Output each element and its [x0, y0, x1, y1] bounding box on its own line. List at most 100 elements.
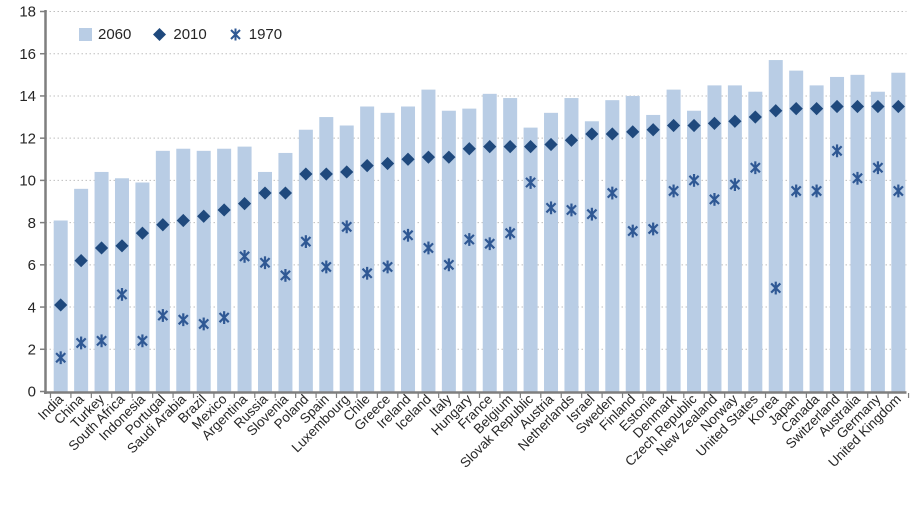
- asterisk-Norway: [729, 178, 741, 192]
- axes: [40, 10, 910, 398]
- asterisk-Estonia: [647, 222, 659, 236]
- asterisk-Saudi Arabia: [177, 313, 189, 327]
- asterisk-Sweden: [606, 186, 618, 200]
- diamond-Ireland: [401, 152, 415, 166]
- asterisk-Slovak Republic: [525, 176, 536, 189]
- asterisk-New Zealand: [709, 192, 720, 206]
- asterisk-Japan: [790, 184, 802, 198]
- asterisk-Belgium: [504, 226, 516, 240]
- diamond-Switzerland: [830, 99, 844, 114]
- bar-Czech Republic: [687, 110, 702, 392]
- bar-Brazil: [196, 150, 211, 392]
- diamond-Japan: [789, 102, 803, 116]
- legend-item-2060: 2060: [79, 26, 131, 43]
- asterisk-Denmark: [668, 184, 679, 198]
- y-tick-label-6: 6: [28, 257, 36, 274]
- asterisk-South Africa: [116, 287, 128, 301]
- diamond-Iceland: [421, 150, 436, 164]
- asterisk-Australia: [852, 171, 863, 185]
- asterisk-Canada: [811, 184, 822, 198]
- bar-Saudi Arabia: [176, 148, 191, 392]
- asterisk-United States: [749, 161, 761, 175]
- bar-Netherlands: [564, 98, 579, 393]
- bar-China: [74, 188, 89, 392]
- y-tick-label-10: 10: [19, 173, 36, 190]
- bar-Slovak Republic: [523, 127, 538, 392]
- diamond-Chile: [360, 159, 374, 173]
- bar-Ireland: [401, 106, 416, 392]
- y-tick-label-2: 2: [28, 341, 36, 358]
- asterisk-India: [55, 351, 67, 365]
- diamond-Indonesia: [135, 226, 150, 240]
- diamond-Russia: [258, 186, 272, 200]
- diamond-Austria: [544, 137, 558, 152]
- diamond-South Africa: [115, 239, 129, 253]
- y-tick-label-8: 8: [28, 215, 36, 232]
- diamond-marker-icon: [153, 28, 167, 41]
- diamond-Brazil: [197, 209, 211, 223]
- bar-Israel: [584, 121, 599, 393]
- asterisk-United Kingdom: [892, 184, 904, 198]
- series-2060-bars: [53, 60, 906, 393]
- diamond-France: [483, 140, 497, 154]
- asterisk-Argentina: [239, 249, 250, 263]
- asterisk-Mexico: [218, 311, 230, 325]
- y-tick-label-0: 0: [28, 384, 36, 401]
- diamond-Hungary: [462, 142, 476, 156]
- bar-Austria: [544, 112, 559, 392]
- diamond-China: [74, 254, 88, 268]
- asterisk-Turkey: [96, 334, 107, 348]
- gridlines: [45, 11, 907, 350]
- legend-label-2010: 2010: [173, 26, 207, 43]
- diamond-Slovenia: [278, 186, 293, 200]
- asterisk-Greece: [382, 260, 393, 274]
- asterisk-Germany: [872, 161, 884, 175]
- bar-Switzerland: [830, 76, 845, 392]
- diamond-Denmark: [667, 118, 681, 133]
- diamond-Australia: [850, 99, 865, 114]
- bar-United States: [748, 91, 763, 392]
- diamond-Germany: [871, 99, 885, 114]
- y-axis-labels: 0 2 4 6 8 10 12 14 16 18: [19, 4, 36, 401]
- bar-Greece: [380, 112, 395, 392]
- bar-Norway: [727, 85, 742, 392]
- asterisk-Indonesia: [137, 334, 148, 348]
- bar-Finland: [625, 95, 640, 392]
- asterisk-China: [75, 336, 87, 350]
- bar-Turkey: [94, 171, 109, 392]
- asterisk-marker-icon: [230, 28, 241, 41]
- asterisk-Luxembourg: [341, 220, 353, 234]
- diamond-Czech Republic: [687, 118, 701, 133]
- bar-Denmark: [666, 89, 681, 392]
- diamond-Belgium: [503, 140, 517, 154]
- asterisk-Czech Republic: [688, 173, 700, 187]
- diamond-Portugal: [156, 218, 170, 232]
- asterisk-Ireland: [402, 228, 414, 242]
- bar-Germany: [870, 91, 885, 392]
- bar-Japan: [789, 70, 804, 392]
- asterisk-Slovenia: [280, 268, 291, 282]
- asterisk-Poland: [300, 235, 312, 249]
- bar-South Africa: [114, 178, 129, 392]
- bar-Portugal: [155, 150, 170, 392]
- bar-swatch-icon: [79, 28, 92, 41]
- diamond-Turkey: [94, 241, 109, 255]
- asterisk-Austria: [545, 201, 557, 215]
- diamond-Spain: [319, 167, 333, 181]
- bar-New Zealand: [707, 85, 722, 392]
- chart-legend: 2060 2010 1970: [79, 26, 282, 43]
- diamond-Sweden: [605, 127, 619, 141]
- asterisk-Italy: [443, 258, 455, 272]
- asterisk-Finland: [627, 224, 639, 238]
- y-tick-label-12: 12: [19, 130, 36, 147]
- legend-label-2060: 2060: [98, 26, 132, 43]
- asterisk-Korea: [770, 281, 782, 295]
- diamond-Luxembourg: [340, 165, 354, 179]
- diamond-Estonia: [646, 123, 660, 137]
- asterisk-France: [484, 237, 496, 251]
- y-tick-label-16: 16: [19, 46, 36, 63]
- series-1970-asterisks: [55, 144, 904, 365]
